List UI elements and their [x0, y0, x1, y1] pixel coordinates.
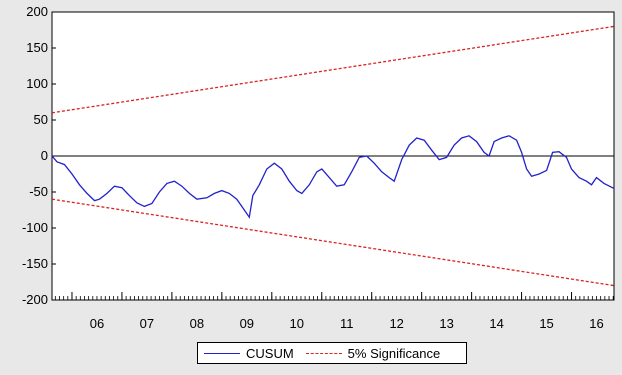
y-tick-label: 50: [34, 112, 48, 127]
y-tick-label: -50: [29, 184, 48, 199]
axes-group: [52, 11, 614, 301]
tick-labels: 200 150 100 50 0 -50 -100 -150 -200 06 07 08 09 10 11 1…: [22, 4, 604, 331]
y-tick-label: 100: [26, 76, 48, 91]
legend-label-significance: 5% Significance: [347, 345, 441, 361]
x-tick-label: 11: [340, 316, 354, 331]
cusum-line: [51, 135, 615, 219]
legend-item-cusum: CUSUM: [204, 346, 294, 361]
y-tick-label: -200: [22, 292, 48, 307]
x-tick-label: 07: [140, 316, 154, 331]
y-tick-label: -100: [22, 220, 48, 235]
x-tick-label: 12: [389, 316, 403, 331]
x-tick-label: 10: [290, 316, 304, 331]
x-tick-label: 14: [489, 316, 503, 331]
x-tick-label: 06: [90, 316, 104, 331]
legend-swatch-cusum: [204, 352, 240, 354]
legend: CUSUM 5% Significance: [197, 342, 467, 364]
x-tick-label: 09: [240, 316, 254, 331]
y-tick-label: 0: [41, 148, 48, 163]
series-layer: [51, 25, 615, 287]
y-tick-label: 200: [26, 4, 48, 19]
x-tick-label: 08: [190, 316, 204, 331]
x-tick-label: 15: [539, 316, 553, 331]
y-tick-label: -150: [22, 256, 48, 271]
legend-label-cusum: CUSUM: [246, 345, 294, 361]
legend-swatch-significance: [305, 352, 342, 354]
x-tick-label: 16: [589, 316, 603, 331]
y-tick-label: 150: [26, 40, 48, 55]
legend-item-significance: 5% Significance: [305, 345, 441, 361]
x-tick-label: 13: [439, 316, 453, 331]
